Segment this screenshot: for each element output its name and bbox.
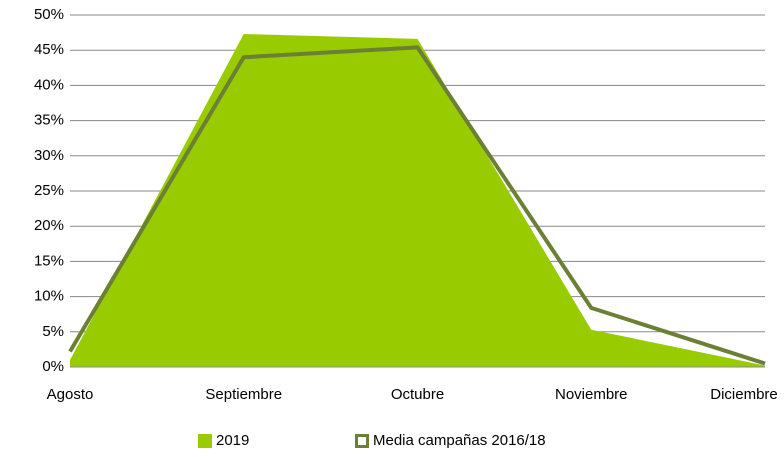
legend-swatch xyxy=(198,434,212,448)
y-tick-label: 40% xyxy=(34,76,64,93)
y-tick-label: 10% xyxy=(34,288,64,305)
legend-swatch xyxy=(355,434,369,448)
y-tick-label: 45% xyxy=(34,41,64,58)
x-tick-label: Octubre xyxy=(391,386,444,403)
y-tick-label: 15% xyxy=(34,252,64,269)
y-tick-label: 50% xyxy=(34,6,64,23)
area xyxy=(70,34,765,368)
y-tick-label: 35% xyxy=(34,112,64,129)
y-tick-label: 25% xyxy=(34,182,64,199)
legend-label: Media campañas 2016/18 xyxy=(373,432,546,449)
y-tick-label: 20% xyxy=(34,217,64,234)
x-tick-label: Septiembre xyxy=(205,386,282,403)
line xyxy=(68,45,766,366)
legend-label: 2019 xyxy=(216,432,249,449)
x-tick-label: Noviembre xyxy=(555,386,628,403)
y-tick-label: 0% xyxy=(42,358,64,375)
y-tick-label: 30% xyxy=(34,147,64,164)
x-tick-label: Agosto xyxy=(47,386,94,403)
y-tick-label: 5% xyxy=(42,323,64,340)
x-tick-label: Diciembre xyxy=(710,386,778,403)
